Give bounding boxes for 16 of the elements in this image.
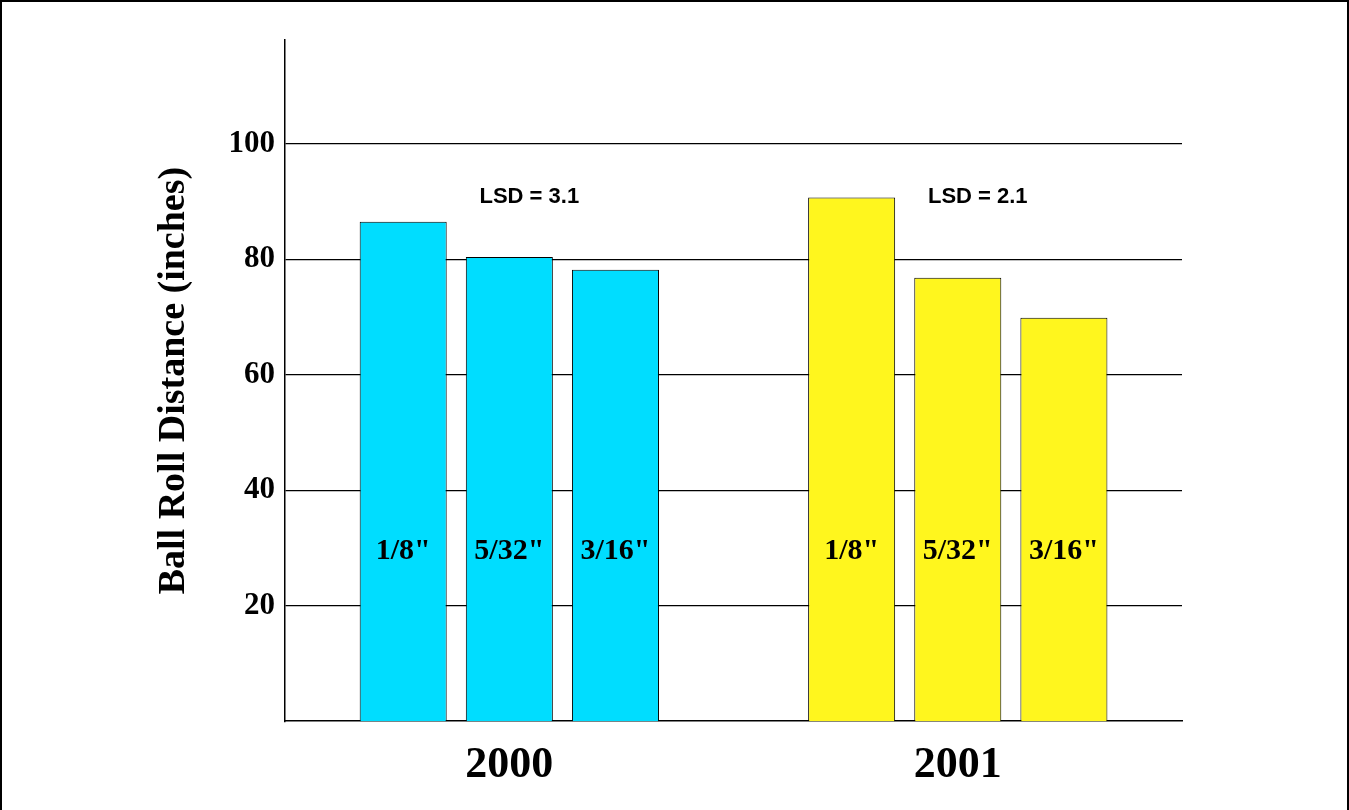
annotation: LSD = 3.1 [479, 182, 580, 208]
y-tick-label: 80 [244, 239, 276, 275]
text: 1/8" [824, 531, 880, 565]
text: 3/16" [1028, 531, 1099, 565]
x-tick-label: 2000 [465, 737, 554, 787]
text: 5/32" [922, 531, 993, 565]
y-tick-label: 60 [244, 354, 276, 390]
series-label: 5/32" [474, 531, 545, 565]
y-tick-label: 40 [244, 470, 276, 506]
x-tick-label: 2001 [913, 737, 1002, 787]
annotation: LSD = 2.1 [927, 182, 1028, 208]
series-label: 3/16" [580, 531, 651, 565]
y-axis-title: Ball Roll Distance (inches) [149, 166, 193, 595]
y-tick-label: 20 [244, 585, 276, 621]
y-tick-label: 100 [228, 123, 276, 159]
series-label: 1/8" [375, 531, 431, 565]
